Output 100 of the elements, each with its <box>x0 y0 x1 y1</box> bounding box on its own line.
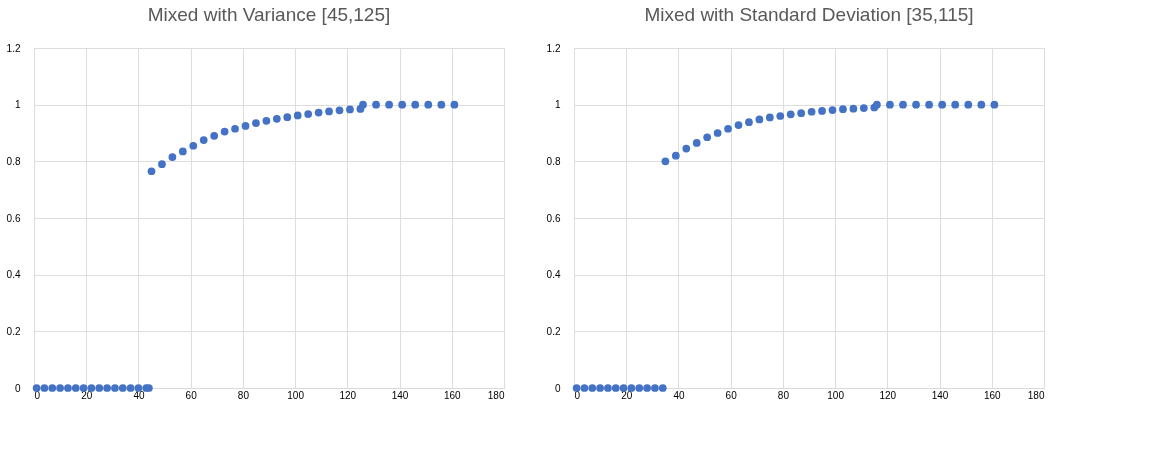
point <box>40 384 49 392</box>
point <box>231 124 239 133</box>
point <box>671 151 680 160</box>
point <box>103 384 111 392</box>
point <box>755 115 764 124</box>
x-tick-label: 100 <box>287 389 305 401</box>
point <box>588 384 597 392</box>
point <box>807 107 816 116</box>
x-tick-label: 20 <box>621 389 633 401</box>
x-tick-label: 0 <box>34 389 41 401</box>
point <box>293 111 302 120</box>
y-tick-label: 1 <box>14 99 21 111</box>
y-tick-label: 0.2 <box>546 325 561 337</box>
x-tick-label: 60 <box>725 389 738 401</box>
y-tick-label: 1.2 <box>6 42 21 54</box>
x-tick-label: 120 <box>879 389 897 401</box>
point <box>189 141 198 150</box>
x-tick-label: 60 <box>185 389 198 401</box>
point <box>118 384 127 392</box>
y-tick-label: 0.8 <box>546 155 561 167</box>
point <box>627 384 636 392</box>
x-tick-label: 120 <box>339 389 357 401</box>
point <box>604 384 612 392</box>
point <box>385 100 393 109</box>
point <box>424 100 433 109</box>
point <box>925 100 933 109</box>
point <box>611 384 620 392</box>
point <box>346 105 354 114</box>
point <box>682 144 691 153</box>
point <box>32 384 41 392</box>
point <box>651 384 659 392</box>
x-tick-label: 100 <box>827 389 845 401</box>
point <box>849 104 858 113</box>
x-tick-label: 160 <box>443 389 462 401</box>
y-tick-label: 0.8 <box>6 155 21 167</box>
y-tick-label: 0.4 <box>546 269 561 281</box>
y-tick-label: 0.6 <box>546 212 561 224</box>
x-tick-label: 180 <box>487 389 505 401</box>
point <box>938 100 947 109</box>
point <box>724 124 732 133</box>
point <box>95 384 104 392</box>
point <box>147 167 156 176</box>
point <box>964 100 973 109</box>
point <box>572 384 581 392</box>
point <box>977 100 986 109</box>
point <box>990 100 999 109</box>
point <box>450 100 459 109</box>
x-tick-label: 80 <box>777 389 790 401</box>
point <box>661 157 670 166</box>
x-tick-label: 80 <box>237 389 250 401</box>
point <box>713 129 722 137</box>
point <box>580 384 589 392</box>
point <box>437 100 446 109</box>
point <box>79 384 88 392</box>
y-tick-label: 0.2 <box>6 325 21 337</box>
point <box>596 384 604 392</box>
x-tick-label: 20 <box>81 389 93 401</box>
x-tick-label: 160 <box>983 389 1002 401</box>
point <box>262 116 271 125</box>
point <box>56 384 64 392</box>
point <box>899 100 907 109</box>
point <box>314 108 323 117</box>
point <box>272 114 281 123</box>
point <box>643 384 651 392</box>
point <box>199 136 208 144</box>
point <box>912 100 920 109</box>
point <box>951 100 960 109</box>
point <box>359 100 367 109</box>
point <box>158 160 166 169</box>
point <box>839 105 847 114</box>
point <box>64 384 72 392</box>
x-tick-label: 0 <box>574 389 581 401</box>
point <box>745 118 753 127</box>
point <box>126 384 135 392</box>
point <box>797 109 806 118</box>
point <box>325 107 333 116</box>
point <box>283 113 292 121</box>
point <box>619 384 628 392</box>
x-tick-label: 140 <box>931 389 949 401</box>
chart-title: Mixed with Standard Deviation [35,115] <box>644 4 974 25</box>
point <box>304 110 313 118</box>
y-tick-label: 0.4 <box>6 269 21 281</box>
point <box>168 153 177 161</box>
point <box>252 119 260 127</box>
point <box>178 147 187 156</box>
x-tick-label: 40 <box>133 389 145 401</box>
point <box>635 384 644 392</box>
chart-title: Mixed with Variance [45,125] <box>147 4 391 25</box>
point <box>786 110 795 119</box>
point <box>818 107 826 115</box>
point <box>87 384 96 392</box>
point <box>658 384 667 392</box>
point <box>111 384 119 392</box>
point <box>71 384 80 392</box>
point <box>372 100 380 109</box>
point <box>734 121 743 129</box>
point <box>241 122 250 130</box>
y-tick-label: 1.2 <box>546 42 561 54</box>
point <box>210 131 219 140</box>
point <box>703 133 712 142</box>
